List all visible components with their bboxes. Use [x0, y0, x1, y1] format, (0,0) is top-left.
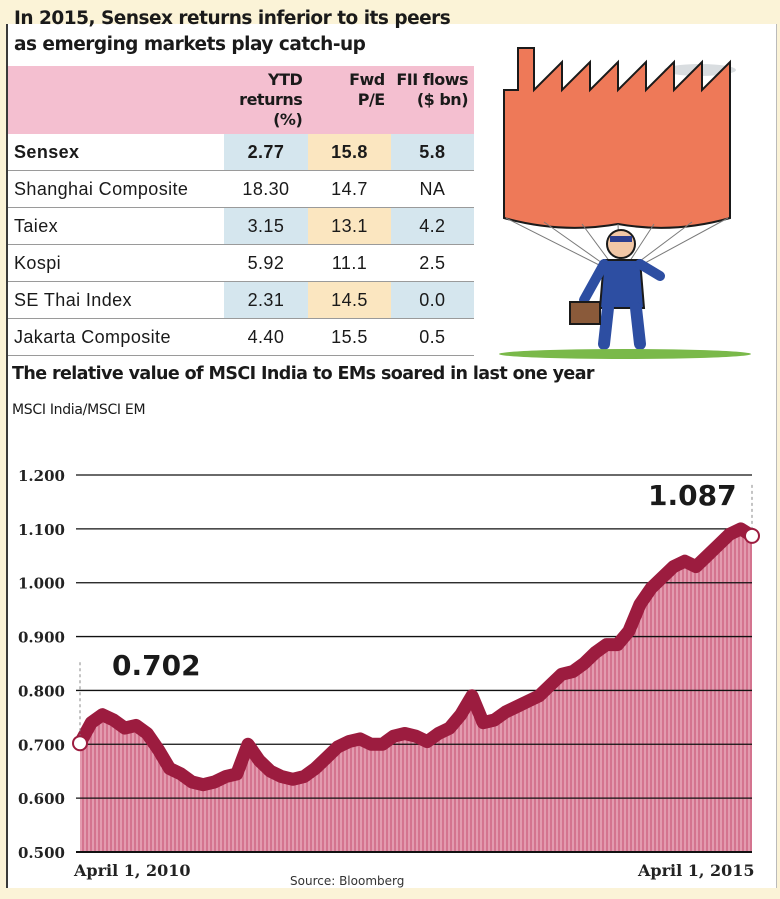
chart-title: The relative value of MSCI India to EMs …: [12, 364, 595, 384]
pe-value: 15.5: [308, 318, 391, 356]
header-fii: FII flows ($ bn): [390, 66, 474, 134]
index-name: Sensex: [8, 134, 224, 171]
index-name: SE Thai Index: [8, 281, 224, 319]
ytd-value: 2.77: [223, 134, 309, 171]
header-fii-line1: FII flows: [396, 70, 468, 89]
index-name: Jakarta Composite: [8, 318, 224, 356]
annotation-label: 1.087: [648, 479, 737, 512]
x-tick-label: April 1, 2010: [73, 861, 191, 880]
pe-value: 13.1: [308, 207, 391, 245]
y-tick-label: 1.100: [18, 521, 65, 539]
headline-line-2: as emerging markets play catch-up: [14, 34, 366, 55]
index-name: Kospi: [8, 244, 224, 282]
ytd-value: 4.40: [223, 318, 309, 356]
y-tick-label: 0.600: [18, 790, 65, 808]
header-index: [8, 66, 224, 134]
fii-value: 2.5: [390, 244, 474, 282]
header-ytd-line1: YTD returns: [239, 70, 303, 109]
factory-canopy-icon: [503, 47, 731, 229]
fii-value: 5.8: [390, 134, 474, 171]
table-row: Taiex 3.15 13.1 4.2: [8, 207, 474, 245]
header-pe: Fwd P/E: [308, 66, 391, 134]
area-fill: [80, 528, 752, 852]
ytd-value: 18.30: [223, 170, 309, 208]
chart-subtitle: MSCI India/MSCI EM: [12, 402, 146, 418]
header-fii-line2: ($ bn): [416, 90, 469, 109]
table-row: SE Thai Index 2.31 14.5 0.0: [8, 281, 474, 319]
pe-value: 11.1: [308, 244, 391, 282]
header-ytd-line2: (%): [273, 110, 303, 129]
series-line: [73, 522, 759, 792]
factory-parachute-illustration: [499, 47, 751, 359]
table-header-row: YTD returns (%) Fwd P/E FII flows ($ bn): [8, 66, 474, 134]
y-tick-label: 1.000: [18, 575, 65, 593]
table-row: Shanghai Composite 18.30 14.7 NA: [8, 170, 474, 208]
y-tick-label: 0.900: [18, 629, 65, 647]
table-row: Sensex 2.77 15.8 5.8: [8, 134, 474, 171]
fii-value: 0.5: [390, 318, 474, 356]
ytd-value: 2.31: [223, 281, 309, 319]
fii-value: 4.2: [390, 207, 474, 245]
grass-ground: [499, 349, 751, 359]
table-row: Kospi 5.92 11.1 2.5: [8, 244, 474, 282]
header-ytd: YTD returns (%): [223, 66, 309, 134]
index-name: Taiex: [8, 207, 224, 245]
y-tick-label: 0.500: [18, 844, 65, 862]
annotation-marker: [72, 735, 88, 752]
fii-value: NA: [390, 170, 474, 208]
table-row: Jakarta Composite 4.40 15.5 0.5: [8, 318, 474, 356]
headline-line-1: In 2015, Sensex returns inferior to its …: [14, 8, 451, 29]
peer-comparison-table: YTD returns (%) Fwd P/E FII flows ($ bn) Se…: [8, 66, 474, 356]
x-tick-label: April 1, 2015: [637, 861, 755, 880]
y-tick-label: 1.200: [18, 467, 65, 485]
ytd-value: 5.92: [223, 244, 309, 282]
annotation-label: 0.702: [112, 649, 201, 682]
header-pe-line1: Fwd: [349, 70, 385, 89]
y-tick-label: 0.800: [18, 682, 65, 700]
index-name: Shanghai Composite: [8, 170, 224, 208]
pe-value: 15.8: [308, 134, 391, 171]
pe-value: 14.5: [308, 281, 391, 319]
source-note: Source: Bloomberg: [290, 874, 404, 888]
y-tick-label: 0.700: [18, 736, 65, 754]
businessman-icon: [569, 229, 665, 350]
annotation-marker: [744, 527, 760, 544]
headline: In 2015, Sensex returns inferior to its …: [14, 6, 484, 58]
header-pe-line2: P/E: [357, 90, 386, 109]
pe-value: 14.7: [308, 170, 391, 208]
fii-value: 0.0: [390, 281, 474, 319]
ytd-value: 3.15: [223, 207, 309, 245]
